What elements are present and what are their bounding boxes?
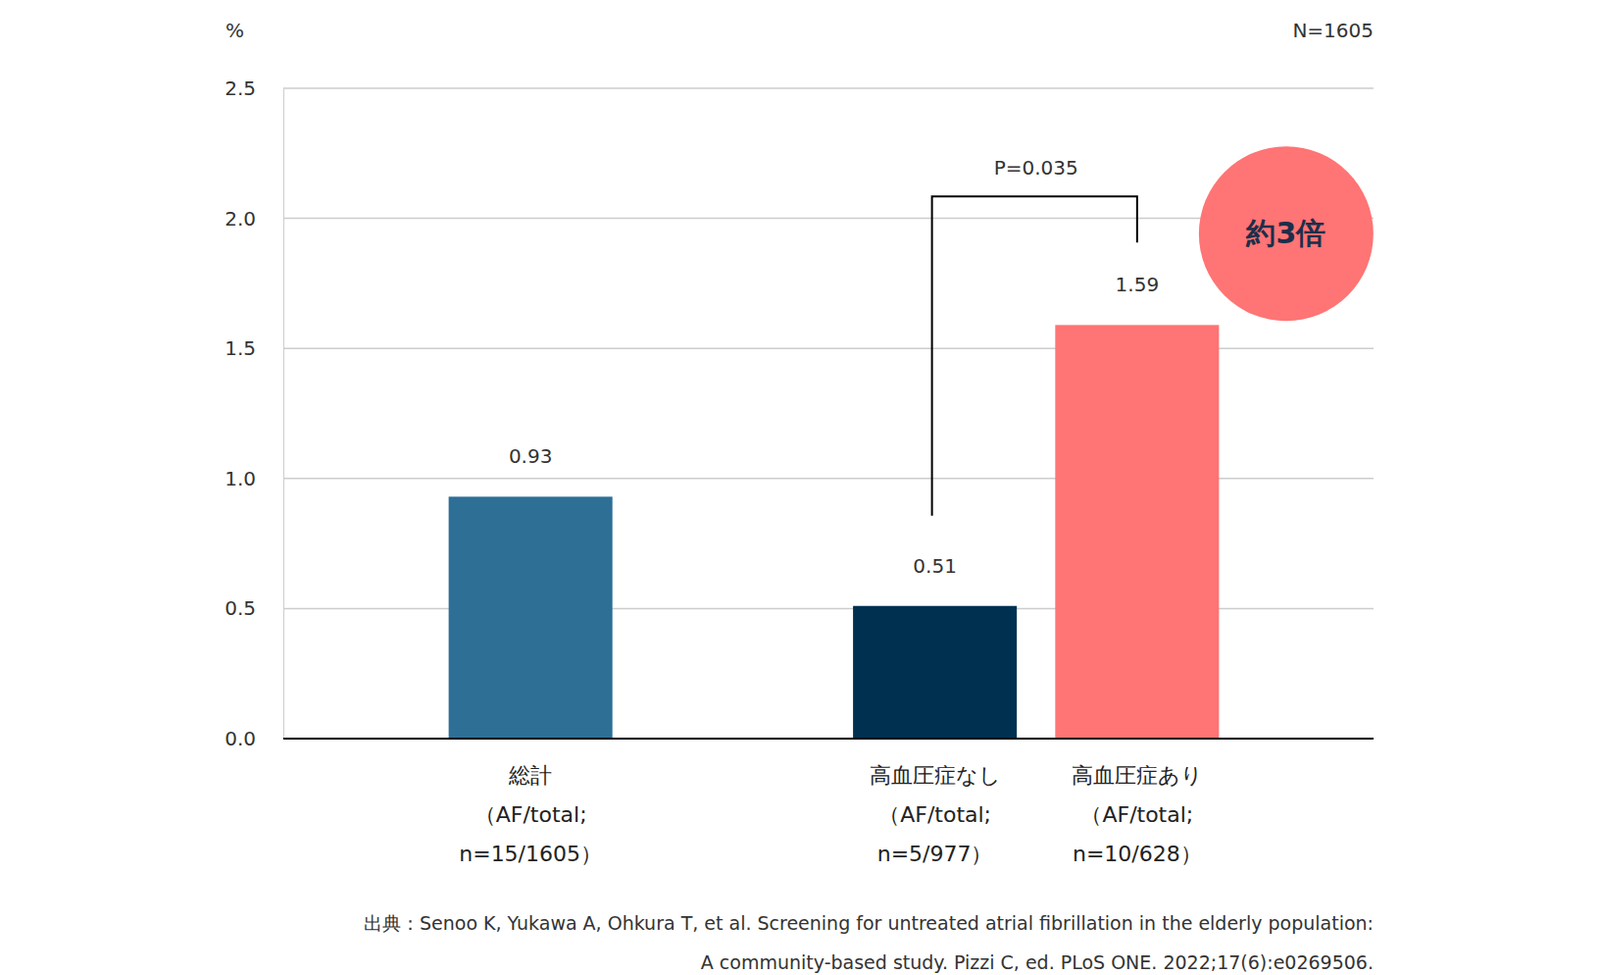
sample-size: N=1605 (1292, 18, 1374, 43)
y-tick: 0.0 (224, 726, 284, 750)
bar (449, 496, 613, 739)
y-axis: 0.0 0.5 1.0 1.5 2.0 2.5 (224, 76, 284, 750)
y-tick-label: 2.0 (224, 206, 256, 231)
ratio-badge (1199, 146, 1374, 321)
y-tick: 1.0 (224, 466, 284, 491)
significance-bracket (932, 196, 1138, 515)
source: A community-based study. Pizzi C, ed. PL… (700, 950, 1374, 973)
grid (283, 88, 1374, 739)
x-tick-label-line: n=5/977） (877, 841, 994, 866)
y-unit: % (225, 18, 245, 43)
y-tick-label: 0.5 (224, 596, 256, 620)
y-tick-label: 0.0 (224, 726, 256, 750)
p-value: P=0.035 (994, 155, 1079, 180)
x-tick-label-line: n=10/628） (1072, 841, 1202, 866)
data-label: 0.51 (912, 553, 957, 578)
x-tick-label: 総計 （AF/total; n=15/1605） (458, 762, 602, 866)
bar (1054, 324, 1219, 739)
x-tick-label-line: 総計 (507, 762, 552, 788)
ratio-label: 約3倍 (1245, 215, 1326, 250)
source: 出典：Senoo K, Yukawa A, Ohkura T, et al. S… (363, 911, 1374, 934)
grid-line (283, 737, 1374, 740)
x-axis-line (283, 737, 1374, 740)
x-tick-label-line: （AF/total; (878, 801, 992, 827)
data-label: 0.93 (508, 444, 553, 468)
y-tick-label: 1.5 (224, 336, 256, 360)
grid-line (283, 87, 1374, 90)
x-tick-label-line: 高血圧症あり (1071, 762, 1203, 788)
y-tick: 1.5 (224, 336, 284, 360)
data-label: 1.59 (1115, 272, 1160, 297)
x-tick-label-line: （AF/total; (1080, 801, 1194, 827)
y-tick: 2.0 (224, 206, 284, 231)
y-tick-label: 1.0 (224, 466, 256, 491)
y-tick: 2.5 (224, 76, 284, 100)
x-tick-label-line: 高血圧症なし (869, 762, 1001, 788)
bar (852, 605, 1017, 739)
y-tick: 0.5 (224, 596, 284, 620)
x-tick-label: 高血圧症あり （AF/total; n=10/628） (1071, 762, 1203, 866)
x-tick-label: 高血圧症なし （AF/total; n=5/977） (869, 762, 1001, 866)
bars (449, 324, 1220, 739)
chart: 0.0 0.5 1.0 1.5 2.0 2.5 0.93 0.51 1.59 総計 （AF/tota… (0, 0, 1600, 975)
y-tick-label: 2.5 (224, 76, 256, 100)
x-tick-label-line: n=15/1605） (458, 841, 602, 866)
x-axis: 総計 （AF/total; n=15/1605） 高血圧症なし （AF/total; n=… (458, 762, 1203, 866)
x-tick-label-line: （AF/total; (474, 801, 588, 827)
y-axis-line (283, 89, 285, 740)
